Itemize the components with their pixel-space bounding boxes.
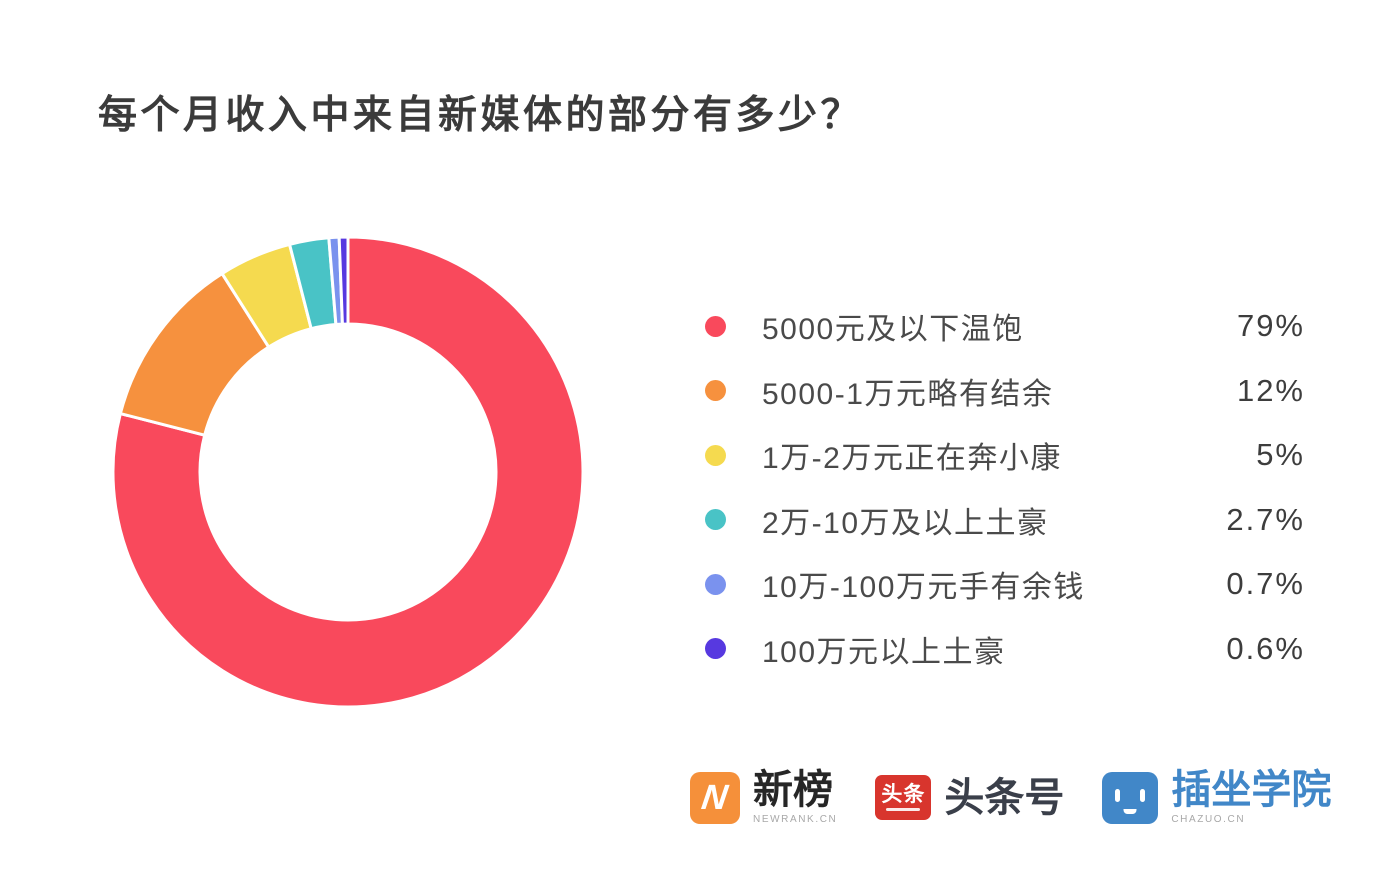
legend-value: 12% — [1236, 372, 1305, 408]
newrank-n-glyph: N — [699, 778, 731, 817]
brand-name: 新榜 — [753, 768, 833, 812]
legend-label: 100万元以上土豪 — [762, 635, 1006, 669]
brand-name: 插坐学院 — [1171, 768, 1332, 812]
legend-row: 10万-100万元手有余钱 0.7% — [705, 552, 1305, 617]
legend-value: 0.6% — [1226, 630, 1305, 666]
legend-dot-icon — [705, 509, 726, 531]
donut-slice — [337, 235, 350, 326]
chazuo-face-icon — [1102, 771, 1159, 824]
legend-dot-icon — [705, 444, 726, 466]
legend-label: 2万-10万及以上土豪 — [762, 506, 1049, 540]
legend-value: 79% — [1236, 308, 1305, 344]
legend-dot-icon — [705, 638, 726, 660]
legend-row: 100万元以上土豪 0.6% — [705, 617, 1305, 682]
brand-toutiao: 头条 头条号 — [875, 775, 1064, 820]
toutiao-icon-underline — [886, 808, 921, 811]
donut-slice — [111, 235, 585, 709]
legend-label: 5000元及以下温饱 — [762, 313, 1024, 347]
legend-label: 5000-1万元略有结余 — [762, 377, 1054, 411]
legend-value: 0.7% — [1226, 566, 1305, 602]
donut-chart-svg — [111, 235, 585, 709]
chazuo-left-eye-icon — [1115, 788, 1121, 802]
brand-footer: N 新榜 NEWRANK.CN 头条 头条号 插坐学院 — [690, 770, 1331, 825]
legend-dot-icon — [705, 315, 726, 337]
newrank-n-icon: N — [690, 771, 740, 824]
toutiao-icon-glyph: 头条 — [881, 783, 926, 806]
toutiao-icon: 头条 — [875, 775, 932, 820]
legend-row: 5000元及以下温饱 79% — [705, 294, 1305, 359]
chart-legend: 5000元及以下温饱 79% 5000-1万元略有结余 12% 1万-2万元正在… — [705, 294, 1305, 681]
legend-dot-icon — [705, 380, 726, 402]
legend-dot-icon — [705, 573, 726, 595]
legend-value: 5% — [1256, 437, 1305, 473]
legend-row: 5000-1万元略有结余 12% — [705, 359, 1305, 424]
chazuo-right-eye-icon — [1140, 788, 1146, 802]
brand-subtext: NEWRANK.CN — [753, 814, 838, 825]
brand-name: 头条号 — [944, 775, 1065, 820]
brand-chazuo: 插坐学院 CHAZUO.CN — [1102, 770, 1331, 825]
brand-newrank: N 新榜 NEWRANK.CN — [690, 770, 837, 825]
legend-value: 2.7% — [1226, 501, 1305, 537]
donut-chart — [111, 235, 585, 709]
page-title: 每个月收入中来自新媒体的部分有多少？ — [98, 94, 864, 137]
legend-label: 1万-2万元正在奔小康 — [762, 442, 1062, 476]
brand-subtext: CHAZUO.CN — [1171, 814, 1246, 825]
chazuo-mouth-icon — [1123, 808, 1137, 814]
legend-row: 1万-2万元正在奔小康 5% — [705, 423, 1305, 488]
legend-row: 2万-10万及以上土豪 2.7% — [705, 488, 1305, 553]
legend-label: 10万-100万元手有余钱 — [762, 571, 1085, 605]
